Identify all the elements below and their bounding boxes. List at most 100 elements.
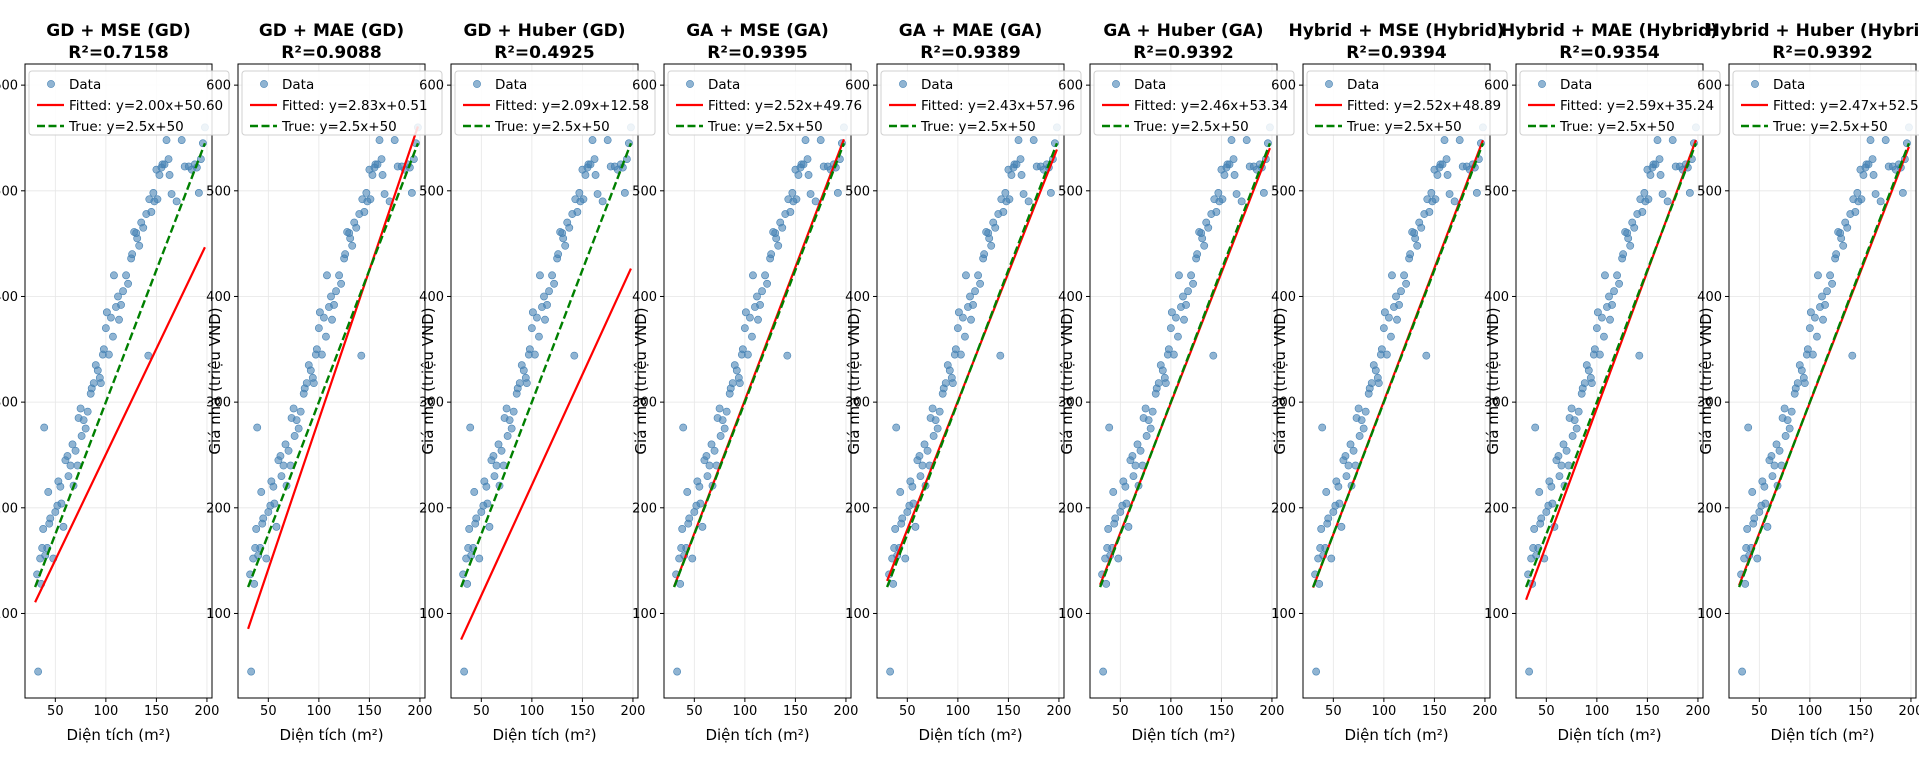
plot-area [672, 123, 848, 676]
data-point [1367, 379, 1376, 388]
chart-subtitle: R²=0.9392 [1133, 43, 1233, 63]
data-point [105, 350, 113, 359]
data-point [63, 452, 72, 460]
y-tick-label: 200 [1484, 501, 1509, 516]
legend-data-marker [1538, 80, 1546, 88]
data-point [89, 379, 98, 388]
data-point [931, 416, 940, 424]
data-point [953, 324, 962, 333]
data-point [540, 292, 548, 301]
data-point [1379, 324, 1388, 333]
data-point [290, 432, 299, 440]
data-point [1102, 579, 1111, 588]
data-point [83, 407, 92, 416]
data-point [933, 424, 942, 433]
data-point [710, 446, 719, 455]
data-point [1400, 271, 1408, 280]
data-point [139, 223, 148, 232]
data-point [460, 667, 469, 676]
data-point [1417, 223, 1426, 232]
data-point [991, 223, 1000, 232]
legend-true-label: True: y=2.5x+50 [920, 119, 1036, 135]
data-point [317, 350, 326, 359]
y-tick-label: 100 [1271, 607, 1296, 622]
y-tick-label: 500 [1058, 184, 1083, 199]
data-point [1653, 136, 1662, 144]
data-point [758, 287, 766, 296]
y-tick-label: 100 [206, 607, 231, 622]
grid [664, 64, 851, 698]
data-point [81, 424, 90, 433]
x-tick-label: 100 [1584, 704, 1609, 719]
data-point [1554, 452, 1563, 460]
data-point [603, 136, 612, 144]
chart-subtitle: R²=0.9088 [281, 43, 381, 63]
data-point [891, 525, 900, 533]
x-tick-label: 50 [1538, 704, 1555, 719]
data-point [1111, 514, 1120, 523]
data-point [46, 514, 55, 523]
data-point [71, 446, 80, 455]
data-point [1393, 315, 1401, 324]
data-point [1814, 271, 1822, 280]
x-axis-label: Diện tích (m²) [66, 726, 170, 744]
legend-box [880, 70, 1082, 136]
y-tick-label: 400 [1058, 290, 1083, 305]
data-point [522, 379, 531, 388]
data-point [107, 313, 115, 322]
data-point [1200, 241, 1209, 250]
subplot-3: 50 100 150 200 100 200 300 400 500 600 Diện tích (… [419, 21, 656, 744]
y-tick-label: 500 [632, 184, 657, 199]
data-point [735, 379, 744, 388]
data-point [570, 351, 579, 360]
y-tick-label: 400 [1484, 290, 1509, 305]
data-point [923, 446, 932, 455]
data-point [688, 554, 697, 563]
legend: Data Fitted: y=2.52x+49.76 True: y=2.5x+50 [667, 70, 869, 136]
data-point [341, 250, 350, 259]
data-point [463, 579, 472, 588]
legend-data-marker [686, 80, 694, 88]
data-point [1174, 332, 1182, 341]
legend-data-label: Data [1134, 77, 1166, 93]
chart-subtitle: R²=0.9395 [707, 43, 807, 63]
y-tick-label: 600 [1058, 79, 1083, 94]
y-tick-label: 300 [1484, 396, 1509, 411]
data-point [362, 189, 371, 197]
data-point [886, 667, 895, 676]
data-point [1170, 350, 1178, 359]
data-point [247, 667, 256, 676]
data-point [1005, 195, 1014, 204]
data-point [1753, 554, 1762, 563]
data-point [948, 379, 957, 388]
y-tick-label: 100 [0, 607, 18, 622]
legend: Data Fitted: y=2.43x+57.96 True: y=2.5x+50 [880, 70, 1082, 136]
x-tick-label: 150 [1848, 704, 1873, 719]
data-point [1555, 472, 1564, 480]
data-point [1129, 472, 1138, 480]
data-point [788, 189, 797, 197]
legend: Data Fitted: y=2.83x+0.51 True: y=2.5x+50 [241, 70, 443, 136]
data-point [966, 292, 974, 301]
legend-fitted-label: Fitted: y=2.83x+0.51 [282, 98, 428, 114]
data-point [277, 472, 286, 480]
data-point [328, 315, 336, 324]
data-point [969, 301, 977, 309]
data-point [772, 234, 781, 243]
data-point [279, 461, 288, 470]
data-point [1335, 499, 1344, 508]
grid [1516, 64, 1703, 698]
data-point [1750, 514, 1759, 523]
x-axis-label: Diện tích (m²) [1131, 726, 1235, 744]
y-tick-label: 100 [1697, 607, 1722, 622]
x-tick-label: 200 [621, 704, 646, 719]
data-point [1781, 432, 1790, 440]
data-point [1613, 271, 1621, 280]
data-point [1337, 522, 1346, 531]
data-point [1413, 241, 1422, 250]
y-tick-label: 100 [419, 607, 444, 622]
y-tick-label: 200 [419, 501, 444, 516]
y-tick-label: 100 [1484, 607, 1509, 622]
legend-fitted-label: Fitted: y=2.43x+57.96 [921, 98, 1075, 114]
data-point [1377, 345, 1386, 354]
